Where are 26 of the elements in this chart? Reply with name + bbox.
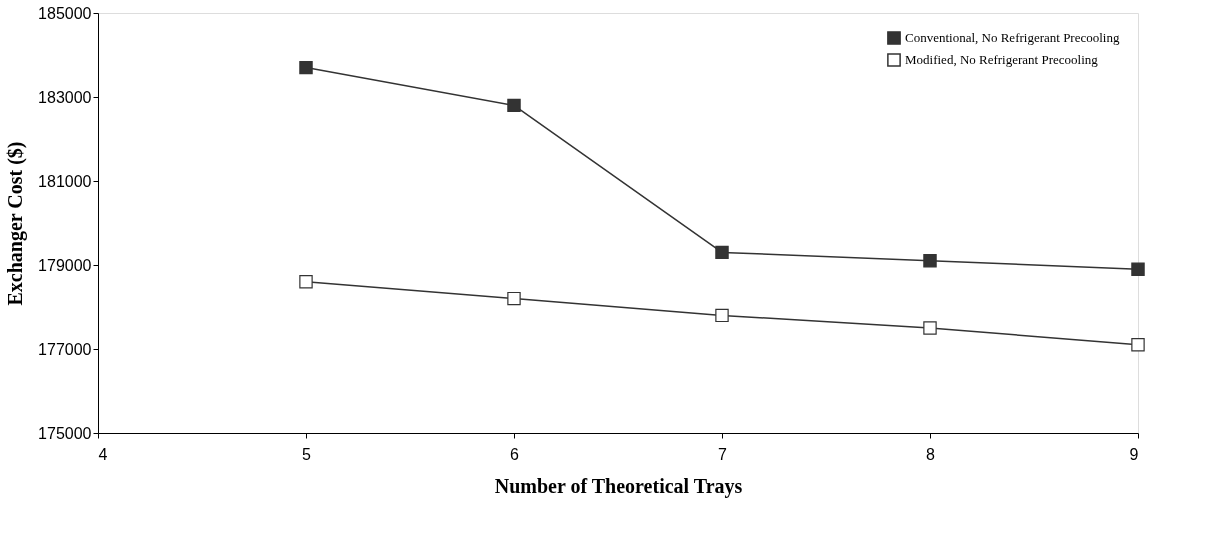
- point: [1131, 262, 1145, 276]
- y-tick-label: 181000: [38, 172, 92, 190]
- x-tick-label: 6: [510, 445, 520, 463]
- y-tick-label: 183000: [38, 88, 92, 106]
- x-tick-label: 9: [1129, 445, 1139, 463]
- point: [923, 321, 937, 335]
- legend-label: Conventional, No Refrigerant Precooling: [905, 30, 1120, 45]
- y-tick-label: 175000: [38, 424, 92, 442]
- x-tick-label: 4: [98, 445, 108, 463]
- point: [299, 60, 313, 75]
- y-tick-label: 185000: [38, 4, 92, 22]
- y-tick-label: 179000: [38, 256, 92, 274]
- x-tick-label: 7: [718, 445, 728, 463]
- x-tick-label: 5: [302, 445, 312, 463]
- point: [1131, 338, 1145, 352]
- x-axis-title: Number of Theoretical Trays: [494, 474, 743, 498]
- y-axis-title: Exchanger Cost ($): [4, 141, 28, 306]
- point: [507, 291, 521, 306]
- legend-label: Modified, No Refrigerant Precooling: [905, 52, 1099, 67]
- point: [715, 308, 729, 323]
- point: [923, 254, 937, 268]
- y-tick-label: 177000: [38, 340, 92, 358]
- point: [299, 275, 313, 289]
- point: [715, 245, 729, 260]
- x-tick-label: 8: [926, 445, 936, 463]
- point: [507, 98, 521, 113]
